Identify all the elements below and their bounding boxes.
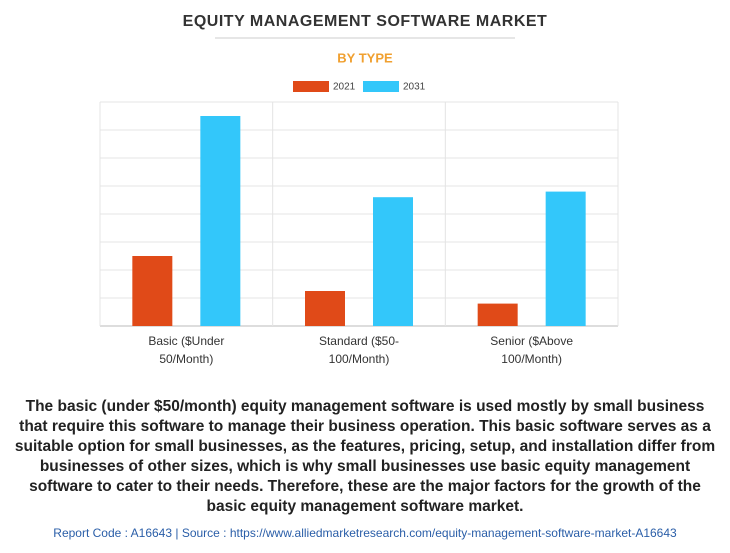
legend-swatch [293,81,329,92]
x-tick-label: Senior ($Above 100/Month) [490,334,574,366]
legend-label: 2031 [403,82,426,93]
footer: Report Code : A16643 | Source : https://… [53,526,677,540]
chart-title: EQUITY MANAGEMENT SOFTWARE MARKET [183,13,548,30]
description: The basic (under $50/month) equity manag… [14,398,716,515]
chart-subtitle: BY TYPE [337,50,393,65]
legend-label: 2021 [333,82,356,93]
bar [200,116,241,326]
chart: EQUITY MANAGEMENT SOFTWARE MARKET BY TYP… [99,13,619,327]
x-tick-label: Standard ($50-100/Month) [318,334,400,366]
legend-swatch [363,81,399,92]
bar [132,256,173,326]
bar [477,303,518,326]
x-tick-label: Basic ($Under 50/Month) [148,334,225,366]
bar [305,291,345,326]
bar [373,197,413,326]
bar [545,191,586,326]
